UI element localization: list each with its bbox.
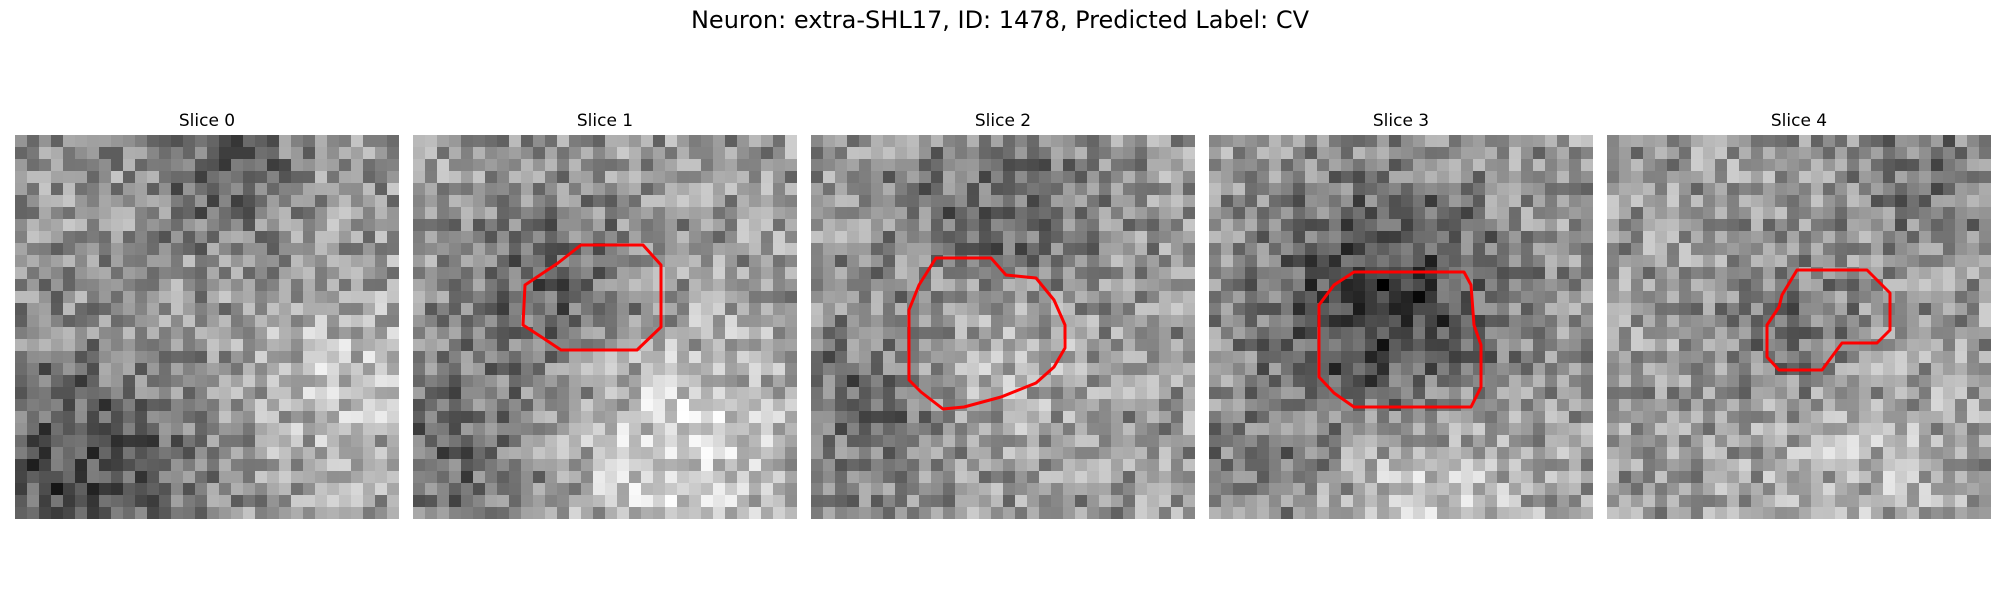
slice-panel-3: Slice 3: [1209, 109, 1593, 519]
slice-image: [1607, 135, 1991, 519]
slice-image-frame: [413, 135, 797, 519]
roi-outline: [1765, 268, 1892, 372]
roi-outline: [521, 243, 663, 352]
slice-title: Slice 1: [576, 111, 634, 131]
slice-image: [1209, 135, 1593, 519]
roi-outline: [907, 256, 1067, 411]
figure-title: Neuron: extra-SHL17, ID: 1478, Predicted…: [690, 6, 1310, 34]
slice-image: [811, 135, 1195, 519]
slice-image-frame: [15, 135, 399, 519]
slice-title: Slice 2: [974, 111, 1032, 131]
slice-image-frame: [1607, 135, 1991, 519]
slice-title: Slice 4: [1770, 111, 1828, 131]
slice-title: Slice 0: [178, 111, 236, 131]
slice-panel-4: Slice 4: [1607, 109, 1991, 519]
slice-title: Slice 3: [1372, 111, 1430, 131]
roi-outline: [1317, 270, 1483, 409]
slice-panel-0: Slice 0: [15, 109, 399, 519]
slice-image: [15, 135, 399, 519]
slice-panel-1: Slice 1: [413, 109, 797, 519]
slice-image-frame: [1209, 135, 1593, 519]
slice-image-frame: [811, 135, 1195, 519]
slice-image: [413, 135, 797, 519]
slice-panel-2: Slice 2: [811, 109, 1195, 519]
